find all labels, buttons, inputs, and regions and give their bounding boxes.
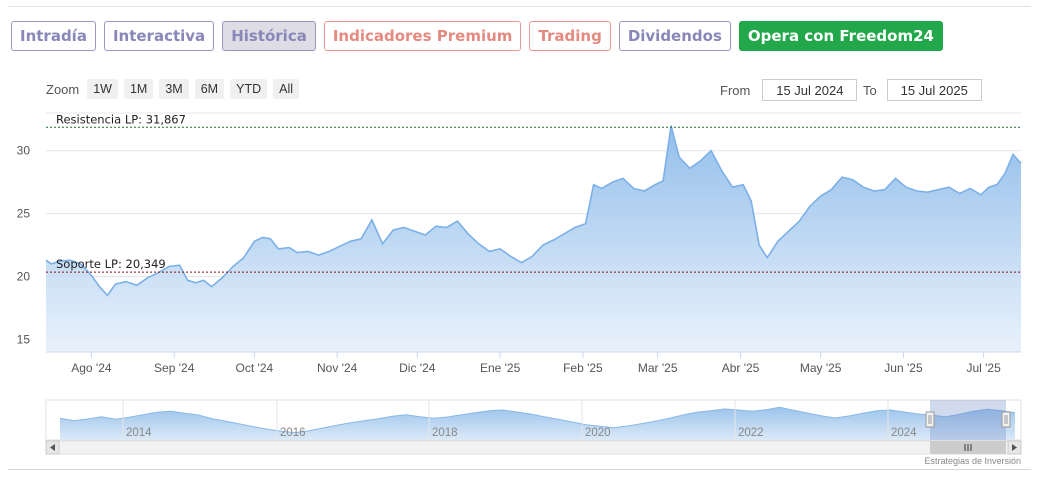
resistance-label: Resistencia LP: 31,867 [56,112,186,126]
from-label: From [720,82,751,98]
x-tick-label: Ago '24 [71,361,112,375]
navigator-year-label: 2022 [738,427,764,439]
navigator-year-label: 2016 [280,427,306,439]
scrollbar-track[interactable] [45,440,1022,455]
navigator-selection[interactable] [930,400,1006,440]
x-tick-label: Feb '25 [563,361,603,375]
x-tick-label: May '25 [800,361,842,375]
price-line [45,125,1022,297]
x-tick-label: Mar '25 [638,361,678,375]
to-date-input[interactable] [886,79,982,101]
x-axis: Ago '24 Sep '24 Oct '24 Nov '24 Dic '24 Ene '… [46,351,1021,375]
x-tick-label: Sep '24 [154,361,195,375]
tab-histórica[interactable]: Histórica [222,21,316,51]
navigator[interactable]: 2014 2016 2018 2020 2022 2024 [45,399,1022,455]
zoom-ytd-button[interactable]: YTD [230,79,268,99]
zoom-3m-button[interactable]: 3M [159,79,189,99]
x-tick-label: Jul '25 [966,361,1001,375]
tab-intradía[interactable]: Intradía [11,21,96,51]
bottom-divider [8,469,1031,470]
chevron-left-icon [50,444,55,451]
support-label: Soporte LP: 20,349 [56,257,166,271]
x-tick-label: Jun '25 [884,361,923,375]
zoom-selector: Zoom 1W 1M 3M 6M YTD All [46,79,300,99]
tab-dividendos[interactable]: Dividendos [618,21,731,51]
x-tick-label: Abr '25 [722,361,760,375]
y-tick-label: 15 [17,332,31,346]
tab-bar: Intradía Interactiva Histórica Indicadores … [11,21,943,51]
tab-indicadores-premium[interactable]: Indicadores Premium [323,21,522,51]
top-divider [8,6,1031,7]
to-label: To [863,82,877,98]
zoom-1w-button[interactable]: 1W [87,79,118,99]
navigator-year-label: 2014 [126,427,152,439]
navigator-year-label: 2024 [891,427,917,439]
handle-box[interactable] [1001,411,1011,428]
y-tick-label: 25 [17,207,31,221]
date-range-to: To [863,79,982,101]
date-range-from: From [720,79,858,101]
navigator-right-handle[interactable] [1001,411,1011,428]
y-axis: 15 20 25 30 [17,144,31,347]
y-tick-label: 30 [17,144,31,158]
zoom-6m-button[interactable]: 6M [194,79,225,99]
handle-box[interactable] [925,411,935,428]
price-area [46,125,1021,352]
x-tick-label: Ene '25 [480,361,521,375]
chevron-right-icon [1012,444,1017,451]
navigator-left-handle[interactable] [925,411,935,428]
navigator-year-label: 2018 [432,427,458,439]
navigator-scrollbar[interactable] [45,440,1022,455]
x-tick-label: Nov '24 [317,361,358,375]
x-tick-label: Dic '24 [399,361,436,375]
x-tick-label: Oct '24 [236,361,274,375]
y-tick-label: 20 [17,270,31,284]
navigator-year-label: 2020 [585,427,611,439]
tab-interactiva[interactable]: Interactiva [103,21,215,51]
navigator-area [60,407,1015,440]
zoom-1m-button[interactable]: 1M [123,79,154,99]
tab-opera-con-freedom24[interactable]: Opera con Freedom24 [738,21,943,51]
navigator-line [59,406,1016,434]
chart-credit[interactable]: Estrategias de Inversión [924,456,1021,466]
zoom-all-button[interactable]: All [273,79,300,99]
reference-lines: Resistencia LP: 31,867 Soporte LP: 20,349 [46,112,1021,273]
zoom-label: Zoom [46,81,80,97]
from-date-input[interactable] [762,79,858,101]
tab-trading[interactable]: Trading [529,21,611,51]
